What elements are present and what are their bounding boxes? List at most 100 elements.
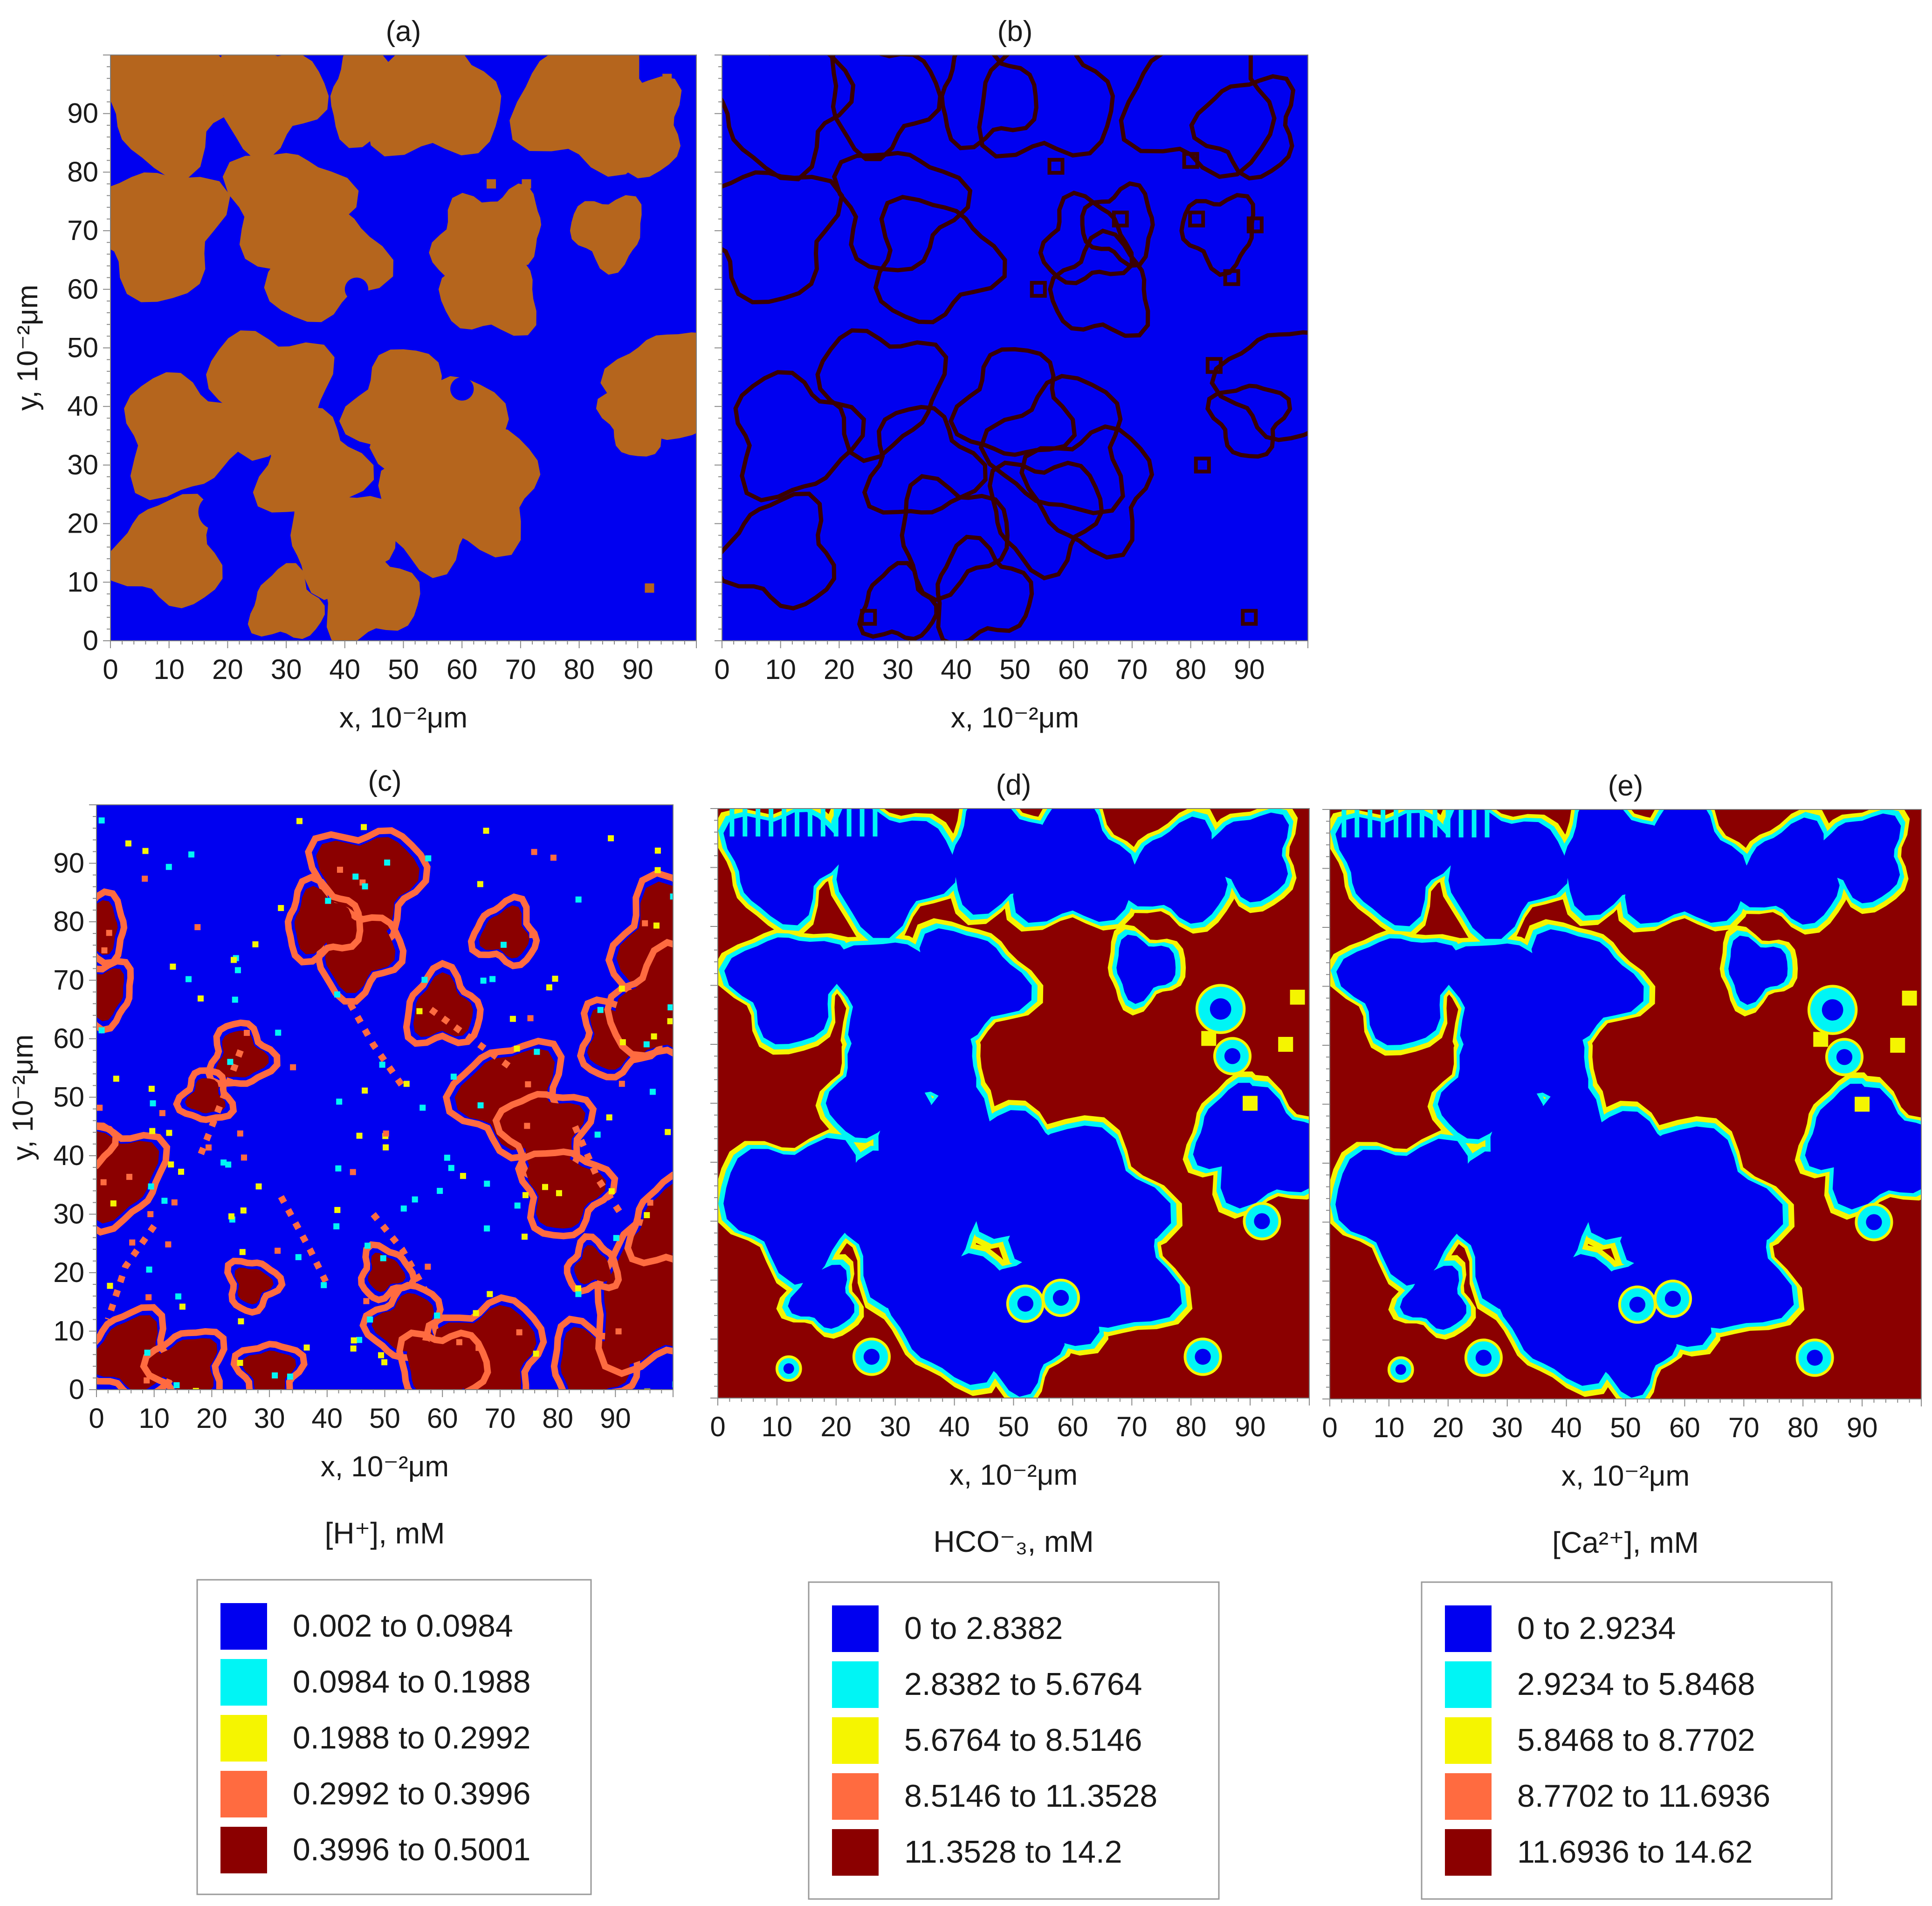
hplus-pixel xyxy=(101,947,108,953)
hplus-pixel xyxy=(651,1033,657,1040)
hplus-pixel xyxy=(149,1128,156,1134)
hplus-pixel xyxy=(477,1102,484,1109)
legend-hco3: 0 to 2.8382 2.8382 to 5.6764 5.6764 to 8.5… xyxy=(808,1581,1220,1900)
hplus-pixel xyxy=(608,1188,615,1194)
hplus-pixel xyxy=(594,1131,601,1138)
x-tick-label: 90 xyxy=(622,654,653,685)
grain-speck xyxy=(405,536,414,546)
hplus-pixel xyxy=(165,864,172,870)
x-tick-label: 50 xyxy=(1610,1412,1641,1443)
hplus-pixel xyxy=(642,920,648,926)
legend-item-label: 8.5146 to 11.3528 xyxy=(904,1778,1157,1814)
boundary-speck xyxy=(1241,609,1258,626)
grain-region xyxy=(110,55,242,179)
y-tick-label: 50 xyxy=(67,332,98,363)
edge-comb xyxy=(859,809,865,836)
hplus-pixel xyxy=(531,849,537,855)
grain-region xyxy=(596,385,679,457)
legend-swatch xyxy=(832,1605,879,1652)
hplus-pixel xyxy=(534,1049,540,1055)
hplus-orange-rim xyxy=(396,1329,491,1390)
x-tick-label: 60 xyxy=(427,1403,458,1434)
hplus-pixel xyxy=(144,1350,151,1356)
hplus-pixel xyxy=(619,985,625,992)
hplus-pixel xyxy=(173,1382,180,1389)
grain-region xyxy=(220,55,329,159)
grain-region xyxy=(580,76,682,178)
hplus-pixel xyxy=(654,847,661,854)
x-axis-label: x, 10⁻²μm xyxy=(1561,1460,1690,1492)
x-tick-label: 90 xyxy=(1235,1411,1266,1442)
hplus-pixel xyxy=(237,1360,243,1366)
hplus-high-region xyxy=(234,1268,274,1304)
legend-item-label: 5.6764 to 8.5146 xyxy=(904,1722,1142,1758)
hplus-high-region xyxy=(96,1131,108,1156)
low-concentration-region xyxy=(835,809,957,938)
hplus-pixel xyxy=(205,1144,212,1151)
hplus-pixel xyxy=(619,1039,626,1046)
hplus-pixel xyxy=(337,866,343,873)
hplus-pixel xyxy=(220,1159,227,1166)
low-concentration-region xyxy=(723,812,843,926)
hplus-pixel xyxy=(575,1291,582,1297)
edge-comb xyxy=(1354,809,1360,837)
low-concentration-region xyxy=(1811,813,1901,904)
hplus-pixel xyxy=(147,1211,154,1217)
hplus-pixel xyxy=(275,1248,281,1254)
hplus-high-region xyxy=(242,1351,296,1390)
hplus-pixel xyxy=(487,1291,493,1297)
low-concentration-region xyxy=(1588,1307,1677,1398)
boundary-contour xyxy=(1205,384,1293,459)
hplus-pixel xyxy=(437,1187,443,1194)
hplus-pixel xyxy=(351,1337,357,1344)
x-tick-label: 10 xyxy=(153,654,185,685)
panel-e-map xyxy=(1330,809,1921,1399)
hplus-high-region xyxy=(294,886,353,954)
hplus-pixel xyxy=(356,1337,363,1343)
hplus-pixel xyxy=(303,1344,310,1351)
x-tick-label: 70 xyxy=(505,654,536,685)
boundary-contour xyxy=(722,170,844,305)
x-axis-label: x, 10⁻²μm xyxy=(949,1459,1078,1491)
legend-swatch xyxy=(220,1827,267,1873)
x-tick-label: 0 xyxy=(710,1411,725,1442)
hplus-pixel xyxy=(533,1351,539,1357)
hplus-pixel xyxy=(667,1004,673,1011)
x-axis-label: x, 10⁻²μm xyxy=(339,702,468,734)
legend-swatch xyxy=(1445,1661,1492,1708)
hplus-pixel xyxy=(363,1298,370,1304)
hplus-high-region xyxy=(371,1293,435,1355)
boundary-speck xyxy=(1112,210,1129,227)
boundary-speck xyxy=(1030,281,1047,298)
hplus-orange-rim xyxy=(96,1304,177,1390)
hplus-orange-rim xyxy=(284,873,364,966)
ring-spot-core xyxy=(1475,1350,1492,1366)
hplus-orange-rim xyxy=(403,960,484,1047)
hplus-pixel xyxy=(98,817,105,824)
low-concentration-region xyxy=(1193,1083,1284,1172)
legend-swatch xyxy=(1445,1829,1492,1876)
edge-comb xyxy=(846,809,852,836)
hplus-pixel xyxy=(425,855,432,862)
hplus-pixel xyxy=(643,1041,650,1048)
x-tick-label: 80 xyxy=(1176,1411,1207,1442)
hplus-pixel xyxy=(287,1373,293,1380)
x-tick-label: 20 xyxy=(1432,1412,1464,1443)
low-concentration-region xyxy=(1736,817,1840,925)
hplus-pixel xyxy=(106,930,112,936)
ring-spot-core xyxy=(1836,1049,1853,1065)
hplus-pixel xyxy=(412,1196,418,1203)
y-tick-label: 70 xyxy=(53,965,84,996)
panel-d-axes: 0 10 20 30 40 50 60 70 80 90 (d) x, 10⁻²μm HCO⁻₃, mM xyxy=(710,769,1310,1558)
hplus-high-region xyxy=(185,1078,226,1113)
y-tick-label: 30 xyxy=(67,449,98,480)
boundary-contour xyxy=(722,492,837,610)
grain-speck xyxy=(522,179,531,189)
hplus-high-region xyxy=(406,1339,481,1390)
edge-comb xyxy=(1458,809,1464,837)
legend-swatch xyxy=(220,1771,267,1817)
hplus-orange-rim xyxy=(96,958,134,1034)
y-tick-label: 10 xyxy=(53,1316,84,1347)
hplus-pixel xyxy=(225,1161,232,1168)
hplus-pixel xyxy=(550,854,557,861)
